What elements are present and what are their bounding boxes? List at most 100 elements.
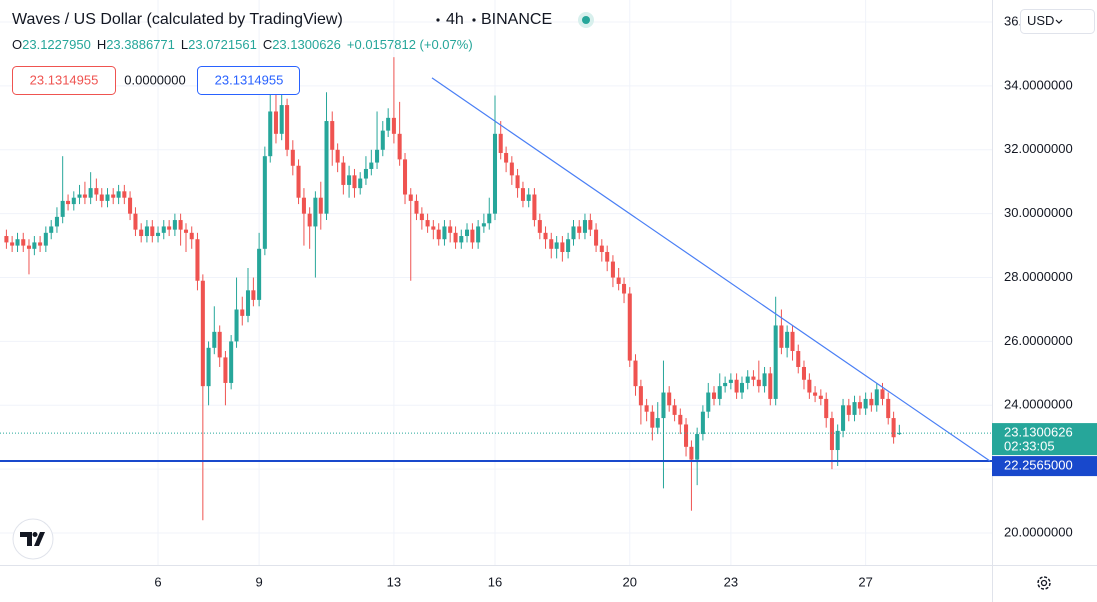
- candle-body: [594, 229, 599, 246]
- y-tick-label: 30.0000000: [1004, 205, 1073, 220]
- candle-body: [403, 159, 408, 195]
- candle-body: [863, 398, 868, 409]
- candle-body: [189, 232, 194, 240]
- candle-body: [66, 200, 71, 205]
- candle-body: [498, 133, 503, 153]
- sell-button[interactable]: [12, 66, 116, 95]
- candle-body: [526, 194, 531, 201]
- candle-body: [554, 242, 559, 249]
- candle-body: [150, 226, 155, 237]
- candle-body: [425, 220, 430, 227]
- logo[interactable]: [12, 518, 54, 560]
- candle-body: [391, 117, 396, 134]
- legend-value: 23.0721561: [188, 37, 257, 52]
- candle-body: [307, 213, 312, 227]
- plot-area: [0, 57, 992, 521]
- candle-body: [560, 242, 565, 252]
- candle-body: [762, 373, 767, 387]
- candle-body: [375, 149, 380, 163]
- candle-body: [852, 402, 857, 415]
- candle-body: [650, 411, 655, 428]
- interval[interactable]: 4h: [446, 11, 464, 28]
- candle-body: [891, 418, 896, 438]
- x-tick-label: 27: [858, 574, 872, 589]
- legend-change: +0.0157812 (+0.07%): [347, 37, 473, 52]
- gear-inner: [1040, 579, 1048, 587]
- currency-label: USD: [1027, 13, 1054, 28]
- candle-body: [520, 188, 525, 201]
- x-tick-label: 9: [256, 574, 263, 589]
- candle-body: [566, 239, 571, 252]
- candle-body: [369, 162, 374, 169]
- candle-body: [161, 226, 166, 233]
- candle-body: [627, 293, 632, 361]
- candle-body: [453, 232, 458, 243]
- candle-body: [234, 309, 239, 342]
- candle-body: [476, 226, 481, 243]
- candle-body: [431, 226, 436, 230]
- candle-body: [537, 220, 542, 233]
- legend-value: 23.1300626: [272, 37, 341, 52]
- chart-title: Waves / US Dollar (calculated by Trading…: [12, 11, 343, 28]
- candle-body: [700, 411, 705, 435]
- countdown-label: 02:33:05: [1004, 439, 1055, 454]
- candle-body: [796, 351, 801, 367]
- candle-body: [279, 105, 284, 134]
- candle-body: [857, 402, 862, 409]
- settings-button[interactable]: [1037, 576, 1051, 590]
- candle-body: [32, 242, 37, 249]
- candle-body: [223, 357, 228, 383]
- candle-body: [846, 405, 851, 415]
- candle-body: [655, 418, 660, 428]
- candle-body: [756, 379, 761, 387]
- candle-body: [82, 194, 87, 198]
- candle-body: [751, 376, 756, 380]
- candle-body: [397, 133, 402, 160]
- candle-body: [71, 197, 76, 205]
- exchange: BINANCE: [481, 11, 552, 28]
- currency-button[interactable]: USD: [1020, 9, 1095, 34]
- candle-body: [419, 213, 424, 221]
- candle-body: [633, 360, 638, 387]
- spread: 0.0000000: [124, 72, 185, 87]
- candle-body: [212, 331, 217, 348]
- candle-body: [779, 325, 784, 348]
- candle-body: [717, 386, 722, 399]
- candle-body: [684, 424, 689, 447]
- logo-circle: [12, 518, 54, 560]
- candle-body: [504, 152, 509, 163]
- candle-body: [10, 242, 15, 246]
- candle-body: [285, 105, 290, 150]
- candle-body: [77, 194, 82, 198]
- candle-body: [509, 162, 514, 176]
- candle-body: [487, 213, 492, 224]
- candle-body: [616, 277, 621, 284]
- candle-body: [414, 200, 419, 214]
- buy-button[interactable]: [197, 66, 300, 95]
- candle-body: [588, 220, 593, 230]
- candle-body: [549, 239, 554, 249]
- candle-body: [88, 188, 93, 198]
- candle-body: [711, 392, 717, 399]
- candle-body: [459, 236, 464, 243]
- candle-body: [728, 379, 733, 383]
- candle-body: [610, 261, 615, 278]
- y-tick-label: 20.0000000: [1004, 524, 1073, 539]
- x-tick-label: 23: [724, 574, 738, 589]
- candle-body: [195, 239, 200, 281]
- logo-mark: [20, 532, 45, 546]
- legend-value: 23.1227950: [22, 37, 91, 52]
- y-tick-label: 26.0000000: [1004, 333, 1073, 348]
- candle-body: [801, 366, 806, 380]
- candle-body: [661, 392, 666, 419]
- candle-body: [268, 111, 273, 157]
- x-tick-label: 6: [154, 574, 161, 589]
- legend-value: 23.3886771: [106, 37, 175, 52]
- candle-body: [672, 405, 677, 415]
- candle-body: [4, 236, 9, 243]
- candle-body: [532, 194, 537, 221]
- candle-body: [807, 379, 812, 393]
- trend-line[interactable]: [431, 77, 991, 462]
- candle-body: [470, 229, 475, 243]
